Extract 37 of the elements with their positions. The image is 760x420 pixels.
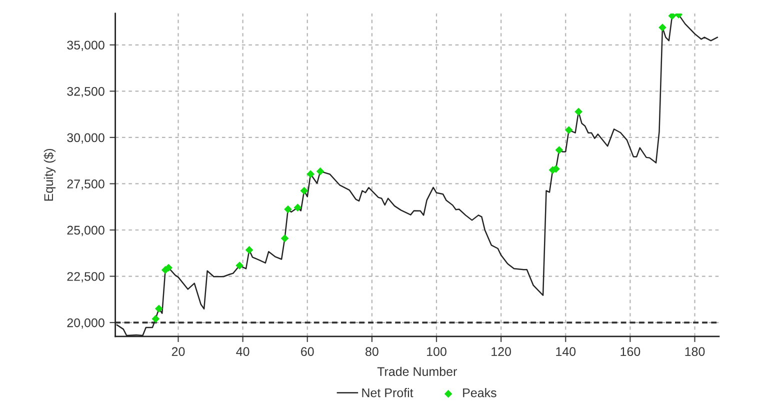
point	[306, 170, 315, 178]
x-tick-label: 20	[172, 347, 185, 356]
point	[245, 246, 254, 254]
x-tick-label: 40	[236, 347, 250, 356]
legend-label: Net Profit	[362, 388, 414, 398]
point	[164, 264, 172, 272]
point	[555, 146, 564, 154]
point	[280, 234, 289, 242]
line-series	[116, 14, 718, 336]
y-tick-label: 32,500	[67, 86, 104, 98]
x-tick-label: 180	[685, 347, 705, 356]
x-tick-label: 140	[556, 347, 576, 356]
point	[668, 13, 676, 20]
point	[284, 205, 292, 214]
x-axis-title: Trade Number	[377, 366, 457, 376]
x-tick-label: 160	[620, 347, 640, 356]
point	[658, 24, 666, 32]
y-axis-title: Equity ($)	[44, 148, 56, 201]
x-tick-label: 100	[427, 347, 446, 356]
legend-label: Peaks	[463, 388, 496, 398]
point	[154, 304, 163, 313]
point	[300, 186, 308, 195]
y-tick-label: 20,000	[67, 318, 104, 329]
y-tick-label: 27,500	[67, 180, 104, 190]
y-tick-label: 25,000	[67, 226, 104, 236]
y-tick-label: 22,500	[67, 272, 104, 282]
point	[564, 126, 573, 134]
point	[294, 204, 302, 212]
y-tick-label: 35,000	[67, 40, 104, 52]
x-tick-label: 60	[301, 347, 314, 356]
x-tick-label: 120	[492, 347, 511, 356]
point	[316, 167, 324, 176]
y-tick-label: 30,000	[67, 133, 104, 144]
point	[236, 262, 244, 270]
point	[574, 108, 582, 116]
point	[152, 314, 160, 323]
x-tick-label: 80	[366, 347, 378, 356]
